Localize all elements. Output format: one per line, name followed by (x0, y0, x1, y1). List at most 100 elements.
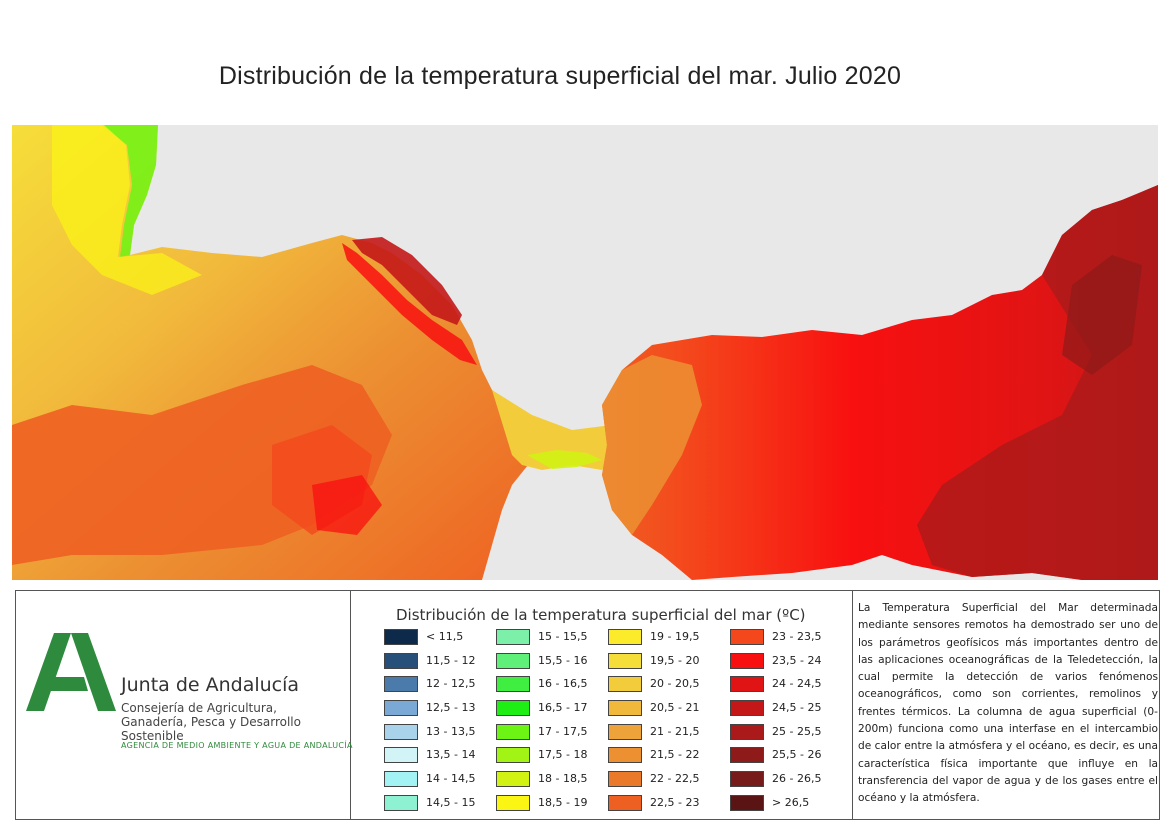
legend-swatch (384, 771, 418, 788)
legend-item: 25 - 25,5 (730, 722, 842, 746)
legend-swatch (384, 652, 418, 669)
north-coast-hot (352, 237, 462, 325)
legend-label: < 11,5 (426, 630, 464, 643)
atlantic-cool-coast (102, 125, 158, 257)
logo-name: Junta de Andalucía (121, 674, 300, 696)
legend-item: 23,5 - 24 (730, 651, 842, 675)
legend-column: 23 - 23,5 23,5 - 24 24 - 24,5 24,5 - 25 25 -… (730, 627, 842, 817)
legend-column: 15 - 15,5 15,5 - 16 16 - 16,5 16,5 - 17 17 -… (496, 627, 608, 817)
legend-swatch (730, 771, 764, 788)
legend-label: > 26,5 (772, 795, 810, 809)
atlantic-red-patch (312, 475, 382, 535)
legend-label: 24,5 - 25 (772, 701, 822, 715)
sea-temperature-map (12, 125, 1158, 580)
legend-item: 17,5 - 18 (496, 745, 608, 769)
legend-item: 18,5 - 19 (496, 793, 608, 817)
strait-sea (492, 390, 632, 470)
legend-swatch (608, 676, 642, 693)
legend-item: 14,5 - 15 (384, 793, 496, 817)
legend-swatch (384, 676, 418, 693)
legend-item: 24,5 - 25 (730, 698, 842, 722)
legend-item: 22 - 22,5 (608, 769, 720, 793)
legend-item: < 11,5 (384, 627, 496, 651)
legend-label: 23,5 - 24 (772, 653, 822, 667)
legend-title: Distribución de la temperatura superfici… (396, 606, 806, 624)
legend-swatch (384, 794, 418, 811)
legend-label: 22 - 22,5 (650, 772, 700, 786)
logo-subtitle: Consejería de Agricultura, Ganadería, Pe… (121, 701, 301, 743)
legend-item: 26 - 26,5 (730, 769, 842, 793)
legend-swatch (730, 700, 764, 717)
legend-label: 21,5 - 22 (650, 748, 700, 762)
legend-item: 21 - 21,5 (608, 722, 720, 746)
alboran-warm-west (602, 355, 702, 535)
info-panel: Junta de Andalucía Consejería de Agricul… (15, 590, 1160, 820)
legend-item: 12 - 12,5 (384, 674, 496, 698)
legend-label: 20 - 20,5 (650, 677, 700, 691)
legend-item: 14 - 14,5 (384, 769, 496, 793)
legend-column: < 11,5 11,5 - 12 12 - 12,5 12,5 - 13 13 - 13… (384, 627, 496, 817)
north-coast-hot-2 (342, 243, 477, 365)
legend-swatch (730, 629, 764, 645)
legend-item: 23 - 23,5 (730, 627, 842, 651)
strait-cool (527, 450, 602, 469)
legend-item: 13 - 13,5 (384, 722, 496, 746)
legend-swatch (496, 747, 530, 764)
legend: < 11,5 11,5 - 12 12 - 12,5 12,5 - 13 13 - 13… (384, 627, 844, 819)
legend-label: 12 - 12,5 (426, 677, 476, 691)
description-text: La Temperatura Superficial del Mar deter… (858, 602, 1158, 805)
legend-label: 26 - 26,5 (772, 772, 822, 786)
legend-label: 17,5 - 18 (538, 748, 588, 762)
legend-swatch (730, 723, 764, 740)
legend-swatch (496, 629, 530, 645)
atlantic-coast-yellow (52, 125, 202, 295)
legend-item: 24 - 24,5 (730, 674, 842, 698)
junta-logo-icon (26, 633, 116, 711)
legend-column: 19 - 19,5 19,5 - 20 20 - 20,5 20,5 - 21 21 -… (608, 627, 720, 817)
sst-map (12, 125, 1158, 580)
legend-item: 16 - 16,5 (496, 674, 608, 698)
legend-swatch (608, 771, 642, 788)
legend-swatch (384, 700, 418, 717)
legend-swatch (384, 629, 418, 645)
legend-label: 24 - 24,5 (772, 677, 822, 691)
legend-item: 21,5 - 22 (608, 745, 720, 769)
legend-label: 14 - 14,5 (426, 772, 476, 786)
panel-divider (852, 591, 853, 819)
legend-swatch (496, 700, 530, 717)
legend-swatch (496, 794, 530, 811)
legend-swatch (608, 700, 642, 717)
legend-label: 16,5 - 17 (538, 701, 588, 715)
legend-swatch (608, 723, 642, 740)
legend-item: 15,5 - 16 (496, 651, 608, 675)
logo-agency: AGENCIA DE MEDIO AMBIENTE Y AGUA DE ANDA… (121, 741, 353, 750)
legend-swatch (608, 652, 642, 669)
alboran-darkest-patch (1062, 255, 1142, 375)
legend-item: 25,5 - 26 (730, 745, 842, 769)
legend-item: 20 - 20,5 (608, 674, 720, 698)
legend-label: 25 - 25,5 (772, 724, 822, 738)
legend-item: 19 - 19,5 (608, 627, 720, 651)
legend-swatch (730, 794, 764, 811)
legend-label: 19,5 - 20 (650, 653, 700, 667)
legend-swatch (496, 723, 530, 740)
legend-item: 19,5 - 20 (608, 651, 720, 675)
legend-item: 17 - 17,5 (496, 722, 608, 746)
legend-label: 18 - 18,5 (538, 772, 588, 786)
legend-label: 11,5 - 12 (426, 653, 476, 667)
legend-swatch (384, 747, 418, 764)
legend-item: 15 - 15,5 (496, 627, 608, 651)
legend-item: 16,5 - 17 (496, 698, 608, 722)
legend-swatch (730, 747, 764, 764)
legend-swatch (608, 747, 642, 764)
legend-label: 25,5 - 26 (772, 748, 822, 762)
legend-item: > 26,5 (730, 793, 842, 817)
legend-swatch (384, 723, 418, 740)
legend-swatch (496, 652, 530, 669)
legend-label: 19 - 19,5 (650, 630, 700, 643)
junta-logo (26, 633, 116, 713)
legend-swatch (496, 676, 530, 693)
legend-item: 22,5 - 23 (608, 793, 720, 817)
legend-swatch (496, 771, 530, 788)
legend-label: 23 - 23,5 (772, 630, 822, 643)
